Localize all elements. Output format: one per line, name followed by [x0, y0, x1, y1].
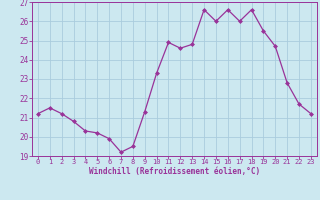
X-axis label: Windchill (Refroidissement éolien,°C): Windchill (Refroidissement éolien,°C) — [89, 167, 260, 176]
